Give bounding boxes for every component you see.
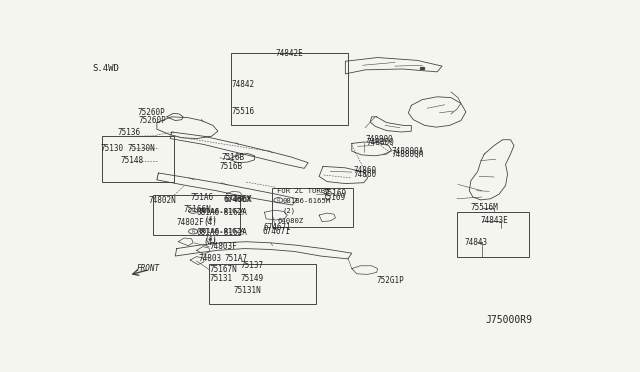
Text: 081A6-8162A: 081A6-8162A [198,208,244,214]
Text: 74803: 74803 [198,254,221,263]
Text: 74860: 74860 [354,166,377,175]
Text: (2): (2) [282,208,296,214]
Text: 75167N: 75167N [210,265,237,274]
Text: 74803F: 74803F [210,242,237,251]
Text: 67466X: 67466X [225,195,253,204]
Text: 74880Q: 74880Q [367,138,394,147]
Text: 75131N: 75131N [234,286,262,295]
Text: 74880Q: 74880Q [365,135,393,144]
Text: 75148: 75148 [121,156,144,165]
Text: J75000R9: J75000R9 [486,315,532,325]
Bar [102,136,174,182]
Text: (4): (4) [204,235,217,242]
Bar [457,212,529,257]
Text: S.4WD: S.4WD [92,64,119,74]
Text: 75169: 75169 [323,189,346,198]
Bar [231,53,348,125]
Text: 75260P: 75260P [138,116,166,125]
Bar [273,188,353,227]
Text: 081A6-8162A: 081A6-8162A [196,208,248,217]
Text: 74880QA: 74880QA [392,150,424,160]
Text: 75516: 75516 [231,108,255,116]
Text: 751A7: 751A7 [225,254,248,263]
Text: FRONT: FRONT [137,264,160,273]
Text: R: R [276,198,280,203]
Text: FOR 2L TURBO: FOR 2L TURBO [277,188,330,194]
Text: 7516B: 7516B [220,162,243,171]
Text: 75131: 75131 [210,273,233,283]
Text: R: R [191,229,195,234]
Text: 74842E: 74842E [276,49,303,58]
Text: 74802F: 74802F [177,218,204,227]
Text: 75260P: 75260P [137,108,164,117]
Text: 75166N: 75166N [183,205,211,214]
Text: 74842: 74842 [231,80,255,89]
Text: 75137: 75137 [240,261,263,270]
Text: 74843E: 74843E [481,216,509,225]
Bar [154,195,240,235]
Text: 75149: 75149 [240,273,263,283]
Text: 751A6: 751A6 [190,193,213,202]
Text: 74843: 74843 [465,238,488,247]
Text: 64080Z: 64080Z [277,218,303,224]
Text: 75516M: 75516M [471,203,499,212]
Text: 081B6-6165M: 081B6-6165M [282,198,330,204]
Text: 74802N: 74802N [148,196,176,205]
Text: (4): (4) [203,218,217,227]
Text: 74860: 74860 [354,170,377,179]
Text: 75169: 75169 [322,193,345,202]
Text: 75130N: 75130N [127,144,155,153]
Text: 74880QA: 74880QA [392,147,424,156]
Text: 67466X: 67466X [224,195,252,204]
Text: 7516B: 7516B [221,153,244,162]
Text: 081A6-8162A: 081A6-8162A [196,228,248,237]
Text: 75130: 75130 [101,144,124,153]
Text: 75136: 75136 [117,128,140,137]
Text: 081A6-8162A: 081A6-8162A [198,228,244,234]
Text: 752G1P: 752G1P [376,276,404,285]
Text: (4): (4) [203,238,217,247]
Bar [209,264,316,304]
Text: 674671: 674671 [264,224,291,232]
Text: 674671: 674671 [262,227,291,236]
Text: R: R [191,208,195,213]
Text: (4): (4) [204,215,217,222]
